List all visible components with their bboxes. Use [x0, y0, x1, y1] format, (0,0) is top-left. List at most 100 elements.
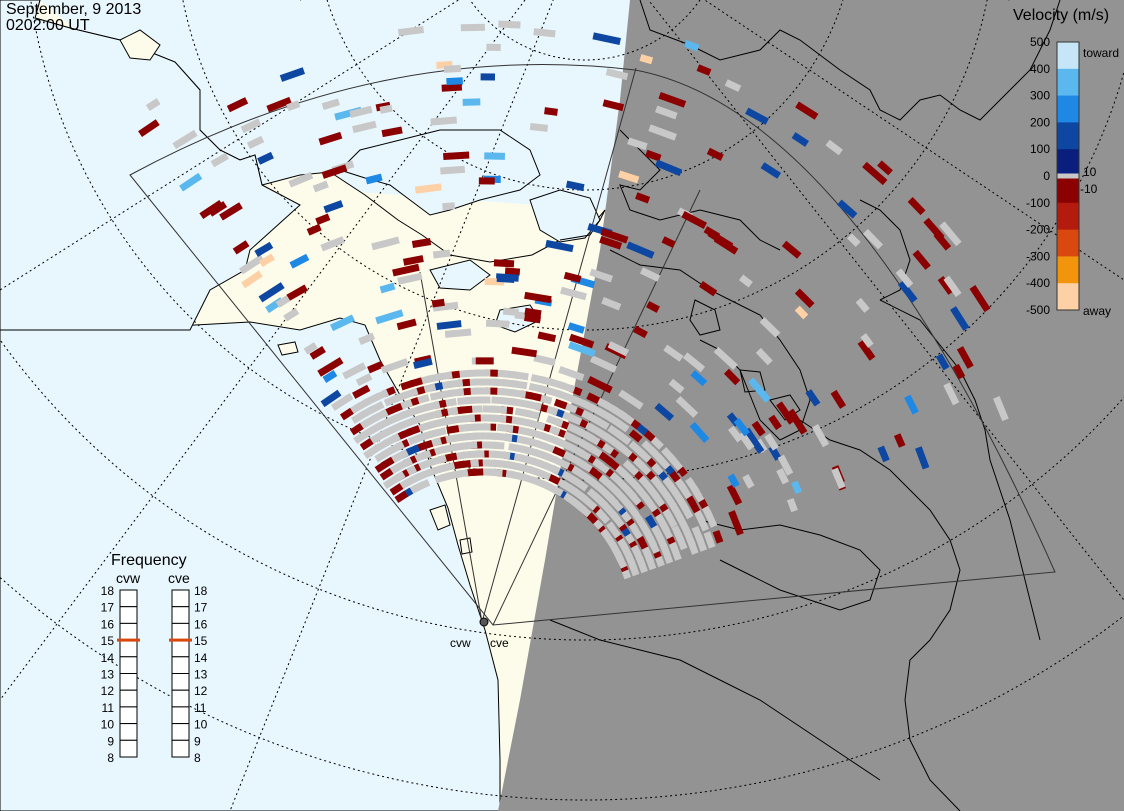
velocity-cell — [365, 173, 383, 185]
velocity-cell — [528, 382, 546, 394]
velocity-cell — [462, 98, 481, 106]
frequency-box-cell — [119, 673, 138, 691]
velocity-cell — [681, 211, 708, 229]
velocity-cell — [768, 414, 782, 431]
velocity-cell — [607, 424, 625, 440]
frequency-box-cell — [119, 639, 138, 658]
legend-color-step — [1057, 68, 1079, 97]
velocity-cell — [400, 380, 414, 391]
velocity-cell — [257, 151, 274, 165]
velocity-cell — [943, 275, 962, 298]
velocity-cell — [683, 40, 700, 52]
velocity-cell — [645, 514, 658, 529]
velocity-cell — [654, 402, 675, 422]
legend-color-step — [1057, 122, 1079, 150]
legend-color-step — [1057, 283, 1079, 311]
velocity-cell — [383, 393, 402, 407]
velocity-cell — [359, 437, 374, 451]
legend-toward-label: toward — [1083, 46, 1119, 60]
velocity-cell — [857, 339, 876, 361]
velocity-cell — [837, 199, 858, 219]
velocity-cell — [648, 124, 677, 141]
velocity-cell — [504, 267, 521, 276]
frequency-scale-label: 14 — [194, 651, 208, 665]
velocity-cell — [460, 23, 486, 32]
velocity-cell — [635, 192, 651, 204]
frequency-box-cell — [119, 723, 138, 741]
velocity-cell — [587, 376, 613, 394]
velocity-cell — [392, 263, 420, 277]
velocity-cell — [654, 105, 678, 120]
velocity-cell — [485, 319, 510, 328]
velocity-cell — [258, 282, 285, 303]
velocity-cell — [633, 325, 648, 339]
velocity-cell — [658, 91, 687, 108]
velocity-cell — [232, 240, 250, 255]
velocity-cell — [320, 389, 342, 408]
velocity-cell — [904, 394, 919, 415]
velocity-cell — [502, 307, 519, 316]
velocity-cell — [482, 405, 499, 413]
velocity-cell — [511, 346, 538, 358]
velocity-cell — [397, 272, 423, 285]
velocity-cell — [312, 180, 329, 193]
velocity-cell — [352, 384, 371, 399]
frequency-scale-label: 16 — [101, 617, 115, 631]
velocity-cell — [912, 249, 931, 270]
velocity-cell — [781, 240, 802, 259]
legend-tick-label: -400 — [1026, 276, 1050, 290]
velocity-cell — [558, 366, 585, 381]
velocity-cell — [641, 440, 658, 457]
velocity-cell — [895, 268, 914, 288]
frequency-scale-label: 18 — [101, 584, 115, 598]
legend-tick-label: 100 — [1030, 142, 1050, 156]
velocity-cell — [738, 274, 753, 288]
velocity-cell — [685, 477, 700, 495]
velocity-cell — [443, 64, 461, 73]
velocity-cell — [943, 382, 960, 406]
velocity-cell — [394, 490, 409, 504]
velocity-cell — [855, 297, 870, 313]
velocity-cell — [862, 229, 884, 250]
velocity-cell — [530, 374, 548, 385]
velocity-cell — [786, 497, 798, 513]
velocity-cell — [431, 298, 445, 308]
velocity-cell — [860, 333, 874, 348]
legend-tick-label: -200 — [1026, 223, 1050, 237]
velocity-cell — [371, 236, 400, 251]
velocity-cell — [565, 180, 585, 192]
frequency-boxes: 18 17 16 15 14 13 12 11 10 9 8 18 17 16 15 14 13 12 11 10 9 8 — [101, 584, 208, 765]
velocity-cell — [349, 105, 373, 118]
velocity-cell — [628, 429, 643, 443]
velocity-cells — [138, 20, 1009, 580]
frequency-scale-label: 14 — [101, 651, 115, 665]
velocity-cell — [457, 396, 474, 405]
velocity-cell — [496, 274, 515, 283]
legend-tick-label: 400 — [1030, 62, 1050, 76]
velocity-cell — [671, 525, 685, 543]
velocity-cell — [728, 510, 744, 536]
velocity-cell — [145, 98, 161, 112]
velocity-cell — [811, 423, 830, 448]
velocity-cell — [529, 122, 549, 132]
velocity-cell — [537, 331, 557, 343]
velocity-cell — [398, 475, 416, 490]
velocity-cell — [776, 401, 796, 425]
velocity-cell — [396, 318, 417, 331]
legend-away-label: away — [1083, 304, 1111, 318]
velocity-cell — [315, 213, 331, 225]
velocity-cell — [897, 280, 918, 303]
frequency-scale-label: 16 — [194, 617, 208, 631]
legend-color-step — [1057, 42, 1079, 70]
velocity-cell — [727, 473, 740, 488]
velocity-cell — [628, 522, 643, 540]
velocity-cell — [349, 422, 364, 436]
velocity-cell — [241, 270, 263, 289]
velocity-cell — [601, 296, 622, 311]
velocity-cell — [592, 32, 621, 45]
velocity-cell — [375, 309, 404, 325]
velocity-cell — [524, 291, 552, 304]
velocity-cell — [498, 20, 521, 29]
velocity-cell — [380, 358, 409, 374]
legend-tick-label: 200 — [1030, 115, 1050, 129]
